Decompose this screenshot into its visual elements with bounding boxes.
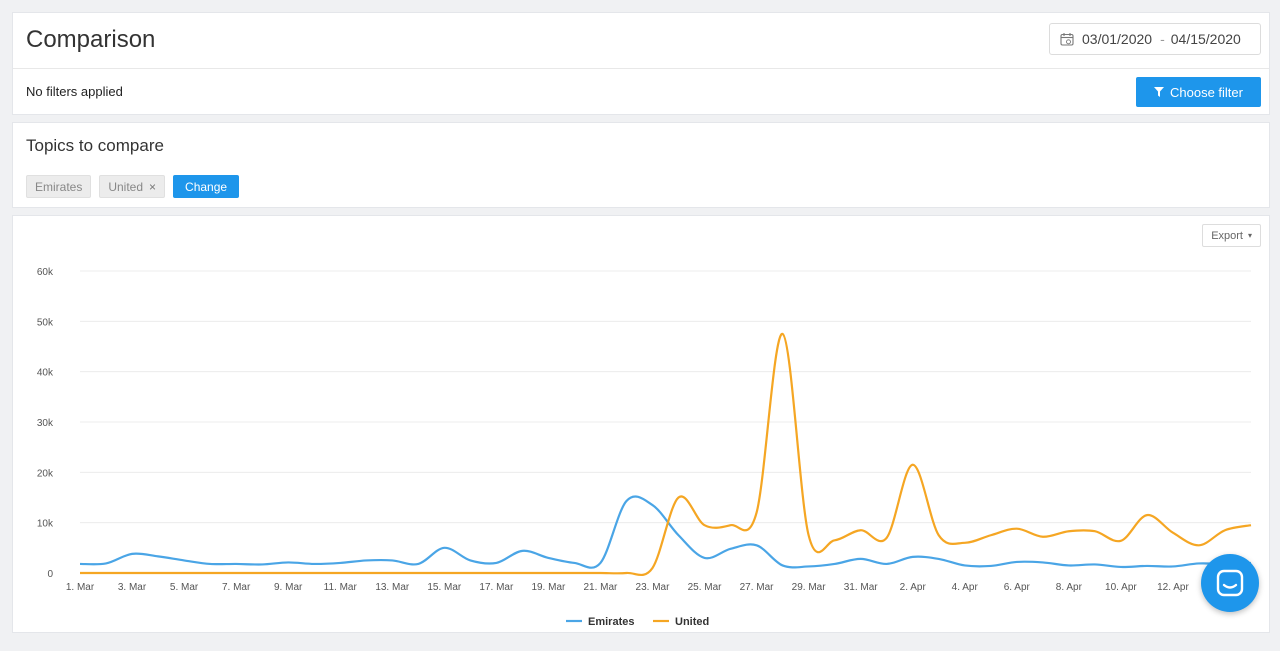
x-tick-label: 19. Mar (531, 582, 566, 593)
y-tick-label: 30k (37, 418, 54, 429)
y-tick-label: 40k (37, 368, 54, 379)
x-tick-label: 4. Apr (952, 582, 979, 593)
x-tick-label: 5. Mar (170, 582, 199, 593)
x-tick-label: 3. Mar (118, 582, 147, 593)
x-tick-label: 21. Mar (583, 582, 618, 593)
x-tick-label: 11. Mar (324, 582, 358, 593)
y-tick-label: 10k (37, 519, 54, 530)
topics-title: Topics to compare (26, 136, 164, 155)
filter-status: No filters applied (26, 84, 123, 99)
x-tick-label: 25. Mar (688, 582, 723, 593)
x-tick-label: 9. Mar (274, 582, 303, 593)
topics-card: Topics to compare Emirates United × Chan… (12, 122, 1270, 208)
chart-card: 0 10k 20k 30k 40k 50k 60k 1. Mar 3. Mar 5. Mar 7. … (12, 215, 1270, 633)
page-title: Comparison (26, 26, 156, 53)
choose-filter-label: Choose filter (1170, 84, 1243, 100)
x-tick-label: 6. Apr (1004, 582, 1031, 593)
y-tick-label: 20k (37, 468, 54, 479)
change-topics-button[interactable]: Change (173, 175, 240, 198)
chat-icon (1216, 569, 1244, 597)
filter-icon (1154, 87, 1164, 97)
filter-row: No filters applied Choose filter (13, 69, 1269, 115)
x-tick-label: 15. Mar (427, 582, 462, 593)
legend-label-united: United (675, 616, 709, 628)
x-tick-label: 2. Apr (900, 582, 927, 593)
topic-chip-label: United (108, 179, 144, 194)
date-start[interactable]: 03/01/2020 (1082, 31, 1153, 47)
chat-launcher-button[interactable] (1201, 554, 1259, 612)
topic-chip-united[interactable]: United × (99, 175, 166, 198)
x-tick-label: 27. Mar (740, 582, 775, 593)
x-tick-label: 29. Mar (792, 582, 827, 593)
y-tick-label: 60k (37, 267, 54, 278)
topic-chip-label: Emirates (35, 179, 83, 194)
export-label: Export (1211, 229, 1243, 242)
x-tick-label: 1. Mar (66, 582, 95, 593)
calendar-icon (1060, 33, 1074, 46)
series-line-united (80, 332, 1252, 576)
export-button[interactable]: Export ▾ (1202, 224, 1261, 247)
topic-chip-emirates[interactable]: Emirates (26, 175, 92, 198)
x-tick-label: 23. Mar (636, 582, 671, 593)
legend-label-emirates: Emirates (588, 616, 634, 628)
date-separator: - (1160, 31, 1165, 47)
comparison-line-chart: 0 10k 20k 30k 40k 50k 60k 1. Mar 3. Mar 5. Mar 7. … (37, 267, 1252, 628)
x-tick-label: 12. Apr (1157, 582, 1189, 593)
x-tick-label: 7. Mar (222, 582, 251, 593)
x-tick-label: 8. Apr (1056, 582, 1083, 593)
series-line-emirates (79, 495, 1252, 569)
title-row: Comparison 03/01/2020 - 04/15/2020 (13, 13, 1269, 69)
date-range-picker[interactable]: 03/01/2020 - 04/15/2020 (1049, 23, 1261, 55)
caret-down-icon: ▾ (1247, 231, 1252, 240)
topic-chips: Emirates United × Change (26, 175, 240, 198)
remove-topic-icon[interactable]: × (149, 179, 157, 194)
y-tick-label: 0 (47, 569, 53, 580)
header-card: Comparison 03/01/2020 - 04/15/2020 No fi… (12, 12, 1270, 115)
x-tick-label: 31. Mar (844, 582, 879, 593)
y-tick-label: 50k (37, 317, 54, 328)
x-tick-label: 10. Apr (1105, 582, 1137, 593)
x-tick-label: 17. Mar (479, 582, 514, 593)
choose-filter-button[interactable]: Choose filter (1136, 77, 1261, 107)
date-end[interactable]: 04/15/2020 (1170, 31, 1241, 47)
x-tick-label: 13. Mar (375, 582, 410, 593)
